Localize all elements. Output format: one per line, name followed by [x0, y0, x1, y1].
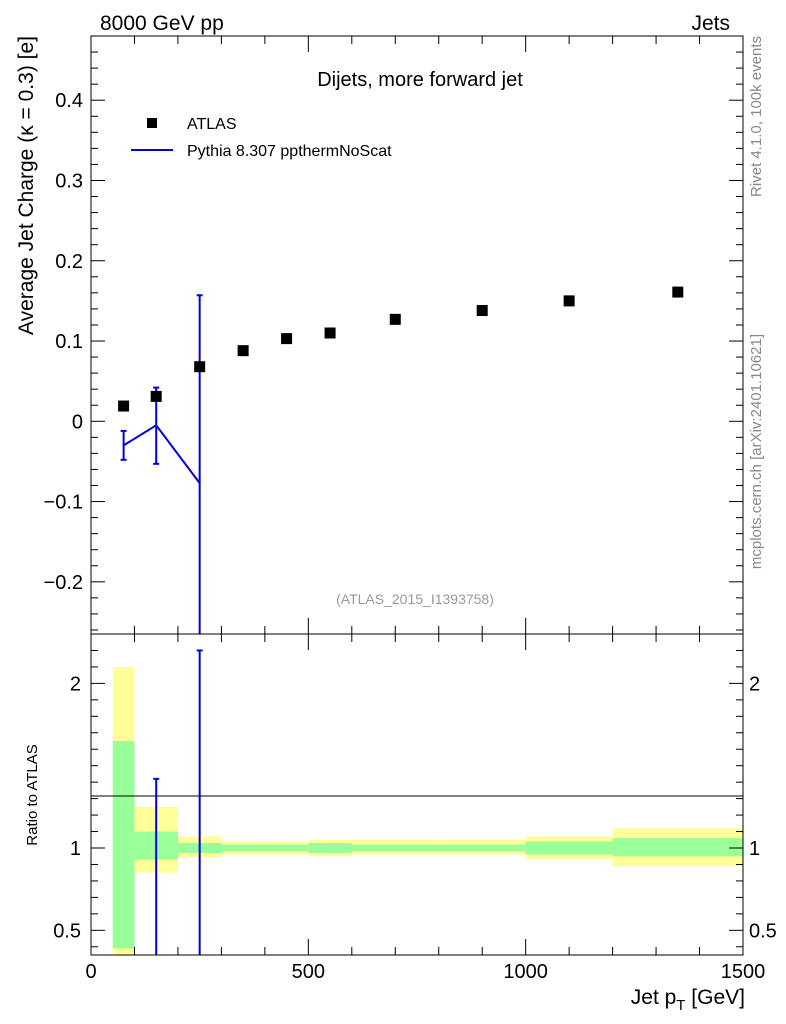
ratio-y-ticks: 0.5 0.5 1 1 2 2	[53, 649, 777, 948]
ratio-y-tick-label-right: 2	[749, 673, 760, 695]
main-y-tick-label: 0.1	[55, 331, 83, 353]
data-point	[237, 345, 249, 357]
main-y-tick-label: 0.3	[55, 170, 83, 192]
ratio-band-inner	[612, 838, 743, 857]
x-axis-label-unit: [GeV]	[685, 986, 745, 1009]
main-panel: −0.2 −0.1 0 0.1 0.2 0.3 0.4 Dijets, more forwa…	[15, 35, 744, 635]
ratio-frame	[90, 633, 744, 956]
mc-line	[123, 423, 201, 484]
main-y-tick-label: −0.1	[44, 492, 83, 514]
x-axis-label-main: Jet p	[631, 986, 677, 1009]
main-y-tick-label: −0.2	[44, 572, 83, 594]
watermark: (ATLAS_2015_I1393758)	[336, 591, 494, 607]
x-axis-label: Jet pT [GeV]	[631, 986, 745, 1014]
main-y-tick-label: 0.4	[55, 90, 83, 112]
ratio-x-tick-label: 0	[85, 961, 96, 983]
header-left: 8000 GeV pp	[100, 12, 224, 35]
data-series-main	[118, 286, 684, 412]
data-point	[281, 333, 293, 345]
ratio-band-inner	[221, 844, 265, 852]
ratio-panel: 0.5 0.5 1 1 2 2 0 500 1000 1500 Ratio to ATLAS J…	[24, 633, 777, 1014]
ratio-band-inner	[264, 844, 309, 852]
ratio-y-label: Ratio to ATLAS	[24, 744, 41, 845]
ratio-bands	[112, 666, 743, 955]
data-point	[563, 295, 575, 307]
mc-series-main	[120, 294, 203, 634]
data-point	[118, 400, 130, 412]
main-y-tick-label: 0	[72, 411, 83, 433]
main-title: Dijets, more forward jet	[317, 69, 523, 91]
ratio-y-tick-label: 0.5	[53, 920, 81, 942]
data-point	[150, 390, 162, 402]
ratio-band-inner	[351, 844, 439, 852]
ratio-band-inner	[438, 844, 526, 852]
data-point	[389, 313, 401, 325]
legend-pythia-label: Pythia 8.307 ppthermNoScat	[187, 143, 392, 160]
ratio-x-ticks: 0 500 1000 1500	[85, 634, 765, 983]
ratio-band-inner	[308, 843, 352, 853]
ratio-y-tick-label-right: 0.5	[749, 920, 777, 942]
data-point	[672, 286, 684, 298]
main-y-ticks: −0.2 −0.1 0 0.1 0.2 0.3 0.4	[44, 51, 743, 631]
x-axis-label-sub: T	[676, 997, 685, 1014]
ratio-x-tick-label: 1500	[721, 961, 766, 983]
ratio-band-inner	[525, 841, 613, 855]
data-point	[476, 305, 488, 317]
ratio-band-inner	[112, 741, 135, 949]
side-rivet-text: Rivet 4.1.0, 100k events	[748, 36, 765, 197]
legend-atlas-label: ATLAS	[187, 116, 237, 133]
header-right: Jets	[691, 12, 730, 35]
ratio-y-tick-label: 2	[70, 673, 81, 695]
ratio-y-tick-label: 1	[70, 838, 81, 860]
ratio-x-tick-label: 500	[292, 961, 325, 983]
side-mcplots-text: mcplots.cern.ch [arXiv:2401.10621]	[748, 334, 765, 569]
data-point	[324, 327, 336, 339]
data-point	[194, 361, 206, 373]
main-y-label: Average Jet Charge (κ = 0.3) [e]	[15, 36, 38, 335]
main-x-ticks	[90, 36, 744, 634]
main-y-tick-label: 0.2	[55, 251, 83, 273]
legend-atlas-marker	[147, 118, 157, 128]
mc-series-ratio	[153, 649, 203, 955]
ratio-y-tick-label-right: 1	[749, 838, 760, 860]
ratio-x-tick-label: 1000	[503, 961, 548, 983]
